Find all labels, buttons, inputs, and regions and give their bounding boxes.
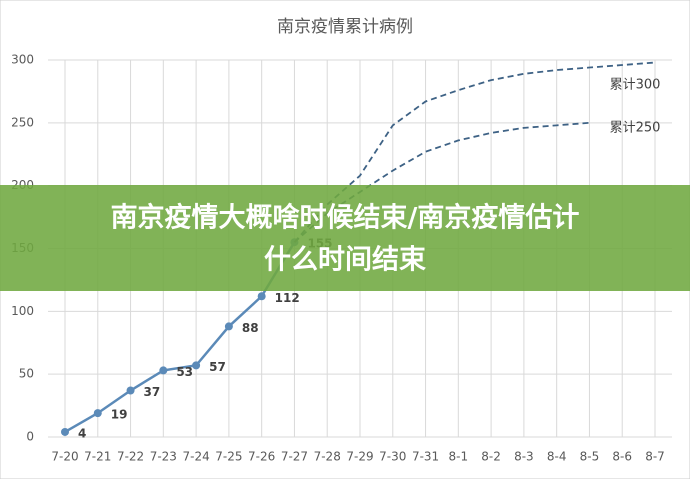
data-point [224, 322, 233, 331]
y-tick-label: 100 [11, 304, 34, 318]
data-point [126, 386, 135, 395]
data-label: 57 [209, 360, 226, 374]
y-tick-label: 250 [11, 115, 34, 129]
data-label: 37 [144, 385, 161, 399]
x-tick-label: 8-4 [547, 450, 567, 464]
x-tick-label: 8-7 [645, 450, 665, 464]
x-tick-label: 7-29 [346, 450, 373, 464]
chart-title: 南京疫情累计病例 [277, 17, 413, 37]
x-tick-label: 7-26 [248, 450, 275, 464]
data-point [257, 292, 266, 301]
data-label: 53 [176, 365, 193, 379]
x-tick-label: 7-20 [51, 450, 78, 464]
x-tick-label: 8-5 [580, 450, 600, 464]
x-tick-label: 7-22 [117, 450, 144, 464]
banner-text: 南京疫情大概啥时候结束/南京疫情估计 [111, 202, 580, 234]
data-label: 19 [111, 408, 128, 422]
x-tick-label: 7-27 [281, 450, 308, 464]
data-point [61, 427, 69, 436]
series-label: 累计250 [610, 121, 661, 136]
data-label: 88 [242, 321, 259, 335]
data-label: 4 [78, 426, 86, 440]
y-tick-label: 50 [19, 367, 34, 381]
x-tick-label: 7-21 [84, 450, 111, 464]
banner [0, 185, 690, 291]
data-point [93, 409, 102, 418]
series-line [64, 241, 296, 434]
y-tick-label: 300 [11, 53, 34, 67]
x-tick-label: 8-6 [612, 450, 632, 464]
x-tick-label: 7-30 [379, 450, 406, 464]
x-tick-label: 8-1 [449, 450, 469, 464]
x-tick-label: 8-2 [481, 450, 501, 464]
data-label: 112 [275, 291, 300, 305]
data-point [192, 361, 201, 370]
x-tick-label: 7-23 [150, 450, 177, 464]
data-point [159, 366, 168, 375]
y-tick-label: 0 [26, 430, 34, 444]
x-tick-label: 7-28 [314, 450, 341, 464]
x-tick-label: 7-25 [215, 450, 242, 464]
x-tick-label: 7-31 [412, 450, 439, 464]
x-tick-label: 7-24 [182, 450, 209, 464]
banner-text: 什么时间结束 [264, 245, 426, 276]
x-tick-label: 8-3 [514, 450, 534, 464]
series-label: 累计300 [610, 78, 661, 93]
